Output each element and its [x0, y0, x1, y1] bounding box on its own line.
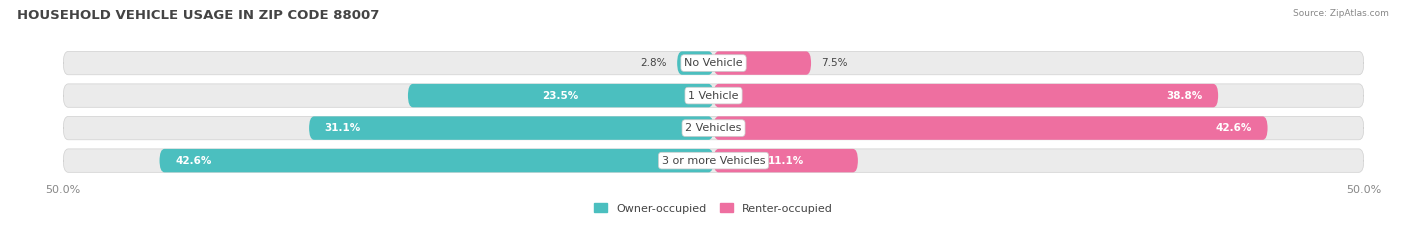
- FancyBboxPatch shape: [63, 51, 1364, 75]
- FancyBboxPatch shape: [63, 149, 1364, 172]
- Text: Source: ZipAtlas.com: Source: ZipAtlas.com: [1294, 9, 1389, 18]
- FancyBboxPatch shape: [713, 149, 858, 172]
- Text: HOUSEHOLD VEHICLE USAGE IN ZIP CODE 88007: HOUSEHOLD VEHICLE USAGE IN ZIP CODE 8800…: [17, 9, 380, 22]
- Text: 42.6%: 42.6%: [1216, 123, 1251, 133]
- FancyBboxPatch shape: [713, 116, 1268, 140]
- FancyBboxPatch shape: [63, 84, 1364, 107]
- FancyBboxPatch shape: [159, 149, 713, 172]
- Text: 23.5%: 23.5%: [543, 91, 579, 101]
- Text: 2 Vehicles: 2 Vehicles: [685, 123, 742, 133]
- Text: 3 or more Vehicles: 3 or more Vehicles: [662, 156, 765, 166]
- FancyBboxPatch shape: [309, 116, 713, 140]
- Text: 1 Vehicle: 1 Vehicle: [689, 91, 738, 101]
- Text: 42.6%: 42.6%: [176, 156, 211, 166]
- Legend: Owner-occupied, Renter-occupied: Owner-occupied, Renter-occupied: [589, 199, 838, 218]
- Text: No Vehicle: No Vehicle: [685, 58, 742, 68]
- FancyBboxPatch shape: [408, 84, 713, 107]
- Text: 7.5%: 7.5%: [821, 58, 848, 68]
- Text: 11.1%: 11.1%: [768, 156, 804, 166]
- Text: 2.8%: 2.8%: [640, 58, 666, 68]
- Text: 38.8%: 38.8%: [1167, 91, 1202, 101]
- Text: 31.1%: 31.1%: [325, 123, 361, 133]
- FancyBboxPatch shape: [713, 84, 1218, 107]
- FancyBboxPatch shape: [678, 51, 713, 75]
- FancyBboxPatch shape: [713, 51, 811, 75]
- FancyBboxPatch shape: [63, 116, 1364, 140]
